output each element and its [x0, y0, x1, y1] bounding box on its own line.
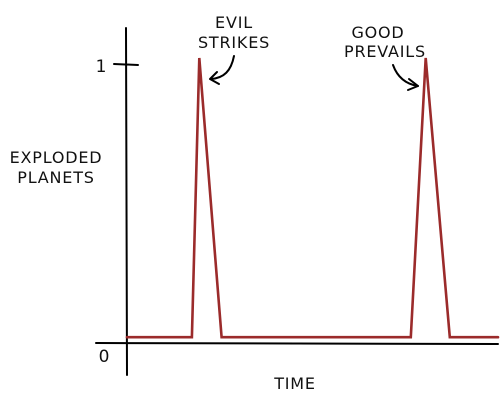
x-axis-label: TIME — [273, 374, 316, 393]
evil-strikes-arrowhead — [209, 71, 220, 85]
y-axis-label-line-1: EXPLODED — [10, 148, 103, 167]
axis-labels: EXPLODED PLANETS TIME — [10, 148, 316, 393]
y-tick-1 — [113, 63, 139, 66]
y-axis-label-line-2: PLANETS — [17, 168, 94, 187]
x-axis — [95, 342, 499, 345]
evil-strikes-line-2: STRIKES — [198, 33, 270, 52]
annotations: EVIL STRIKES GOOD PREVAILS — [198, 13, 426, 91]
good-prevails-arrowhead — [407, 78, 419, 91]
y-tick-label-1: 1 — [96, 57, 107, 77]
evil-strikes-line-1: EVIL — [215, 13, 253, 32]
evil-strikes-arrow — [210, 55, 235, 80]
chart-axes: 0 1 — [95, 27, 499, 376]
good-prevails-line-1: GOOD — [351, 23, 404, 42]
good-prevails-arrow — [392, 64, 419, 87]
y-tick-label-0: 0 — [99, 347, 110, 367]
good-prevails-line-2: PREVAILS — [344, 42, 426, 61]
series-layer — [125, 57, 500, 339]
series-line-0 — [125, 57, 500, 339]
y-axis — [125, 27, 128, 376]
